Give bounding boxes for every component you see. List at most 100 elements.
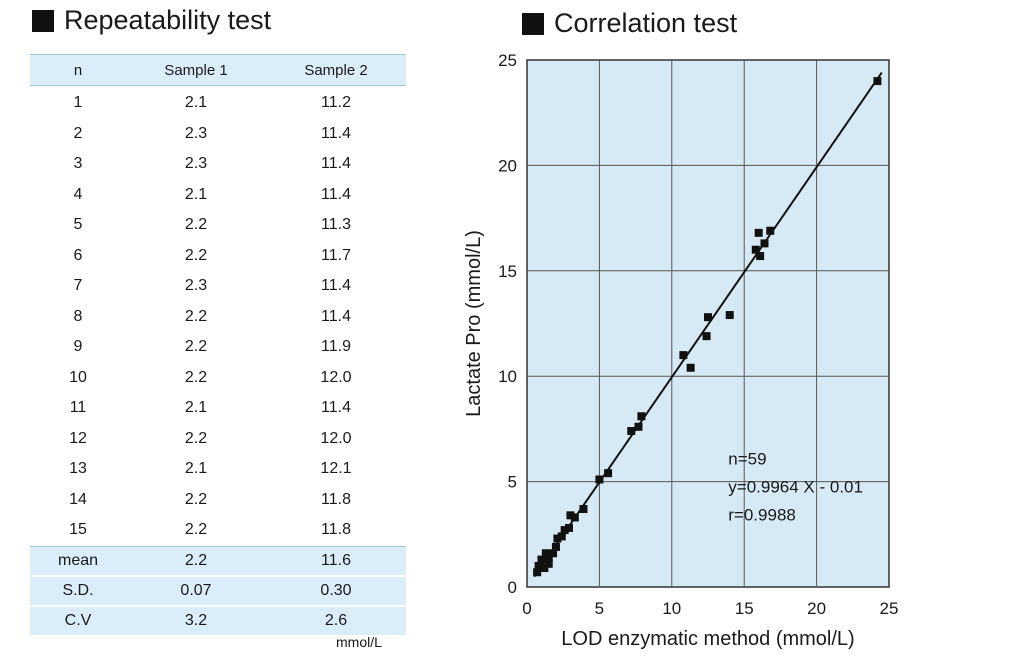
row-index: 3 (73, 155, 83, 173)
data-point (760, 239, 769, 248)
data-point (766, 226, 775, 235)
sample-1-value: 2.3 (184, 277, 208, 295)
table-row: 7 2.3 11.4 (30, 271, 406, 302)
header-n: n (30, 54, 126, 86)
table-row: 5 2.2 11.3 (30, 210, 406, 241)
data-point (549, 549, 558, 558)
data-point (533, 568, 542, 577)
table-row: 4 2.1 11.4 (30, 180, 406, 211)
x-axis-label: LOD enzymatic method (mmol/L) (561, 628, 854, 650)
data-point (637, 412, 646, 421)
sample-2-value: 11.4 (321, 277, 351, 295)
sample-1-stat: 3.2 (126, 604, 266, 635)
stat-label: C.V (30, 604, 126, 635)
header-sample-1: Sample 1 (126, 54, 266, 86)
row-index: 14 (69, 490, 87, 508)
sample-2-value: 11.9 (321, 338, 351, 356)
data-point (551, 542, 560, 551)
data-point (751, 245, 760, 254)
row-index: 8 (73, 307, 83, 325)
sample-1-stat: 2.2 (126, 545, 266, 576)
y-tick-label: 10 (498, 367, 517, 386)
sample-1-value: 2.2 (184, 490, 208, 508)
stat-label: mean (30, 545, 126, 576)
table-row: 1 2.1 11.2 (30, 86, 406, 119)
sample-2-value: 11.8 (321, 490, 351, 508)
data-point (686, 363, 695, 372)
sample-1-value: 2.1 (184, 460, 208, 478)
sample-1-value: 2.2 (184, 246, 208, 264)
data-point (595, 475, 604, 484)
sample-2-value: 12.0 (320, 429, 352, 447)
table-row: 6 2.2 11.7 (30, 241, 406, 272)
x-tick-label: 10 (662, 599, 681, 618)
data-point (544, 553, 553, 562)
row-index: 5 (73, 216, 83, 234)
correlation-title: Correlation test (522, 8, 737, 39)
x-tick-label: 5 (595, 599, 604, 618)
row-index: 2 (73, 124, 83, 142)
data-point (570, 513, 579, 522)
data-point (756, 252, 765, 261)
regression-line (533, 72, 883, 578)
sample-1-value: 2.1 (184, 399, 208, 417)
table-row: 8 2.2 11.4 (30, 302, 406, 333)
repeatability-title: Repeatability test (32, 5, 271, 36)
sample-1-value: 2.3 (184, 155, 208, 173)
sample-2-value: 11.2 (321, 94, 351, 112)
table-row: 10 2.2 12.0 (30, 363, 406, 394)
table-header-row: n Sample 1 Sample 2 (30, 54, 406, 86)
sample-2-value: 11.4 (321, 307, 351, 325)
sample-1-stat: 0.07 (126, 574, 266, 606)
data-point (537, 555, 546, 564)
sample-2-stat: 0.30 (266, 574, 406, 606)
data-point (579, 505, 588, 514)
x-tick-label: 15 (735, 599, 754, 618)
sample-1-value: 2.1 (184, 185, 208, 203)
row-index: 15 (69, 521, 87, 539)
sample-1-value: 2.2 (184, 521, 208, 539)
x-tick-label: 0 (522, 599, 531, 618)
data-point (754, 228, 763, 237)
y-tick-label: 20 (498, 156, 517, 175)
stat-label: S.D. (30, 574, 126, 606)
repeatability-title-text: Repeatability test (64, 5, 272, 35)
correlation-chart: 0 5 10 15 20 25 0 5 10 15 20 25 n=59 y=0.9964 X - 0.0… (463, 51, 899, 650)
data-point (566, 511, 575, 520)
table-row: 12 2.2 12.0 (30, 424, 406, 455)
row-index: 9 (73, 338, 83, 356)
x-tick-label: 20 (807, 599, 826, 618)
row-index: 13 (69, 460, 87, 478)
sample-2-value: 12.0 (320, 368, 352, 386)
data-point (557, 532, 566, 541)
sample-2-value: 11.7 (321, 246, 351, 264)
y-axis-label: Lactate Pro (mmol/L) (463, 230, 485, 417)
sample-2-value: 11.8 (321, 521, 351, 539)
data-point (604, 469, 613, 478)
table-row: 15 2.2 11.8 (30, 515, 406, 546)
stats-annotation: y=0.9964 X - 0.01 (728, 478, 863, 497)
data-point (540, 564, 549, 573)
table-row: 9 2.2 11.9 (30, 332, 406, 363)
data-point (627, 427, 636, 436)
row-index: 12 (69, 429, 87, 447)
sample-2-stat: 2.6 (266, 604, 406, 635)
x-tick-label: 25 (880, 599, 899, 618)
sample-1-value: 2.3 (184, 124, 208, 142)
sample-2-value: 11.4 (321, 155, 351, 173)
sample-1-value: 2.2 (184, 429, 208, 447)
y-tick-label: 25 (498, 51, 517, 70)
row-index: 1 (73, 94, 83, 112)
y-tick-label: 5 (508, 473, 517, 492)
repeatability-table: n Sample 1 Sample 2 1 2.1 11.2 2 2.3 11.4 3 2.3… (30, 54, 406, 635)
row-index: 11 (69, 399, 87, 417)
stat-row-sd: S.D. 0.07 0.30 (30, 574, 406, 606)
sample-2-stat: 11.6 (266, 545, 406, 576)
stat-row-mean: mean 2.2 11.6 (30, 545, 406, 576)
data-point (541, 549, 550, 558)
data-point (534, 561, 543, 570)
data-point (553, 534, 562, 543)
sample-2-value: 11.4 (321, 124, 351, 142)
sample-2-value: 12.1 (320, 460, 352, 478)
data-point (564, 523, 573, 532)
